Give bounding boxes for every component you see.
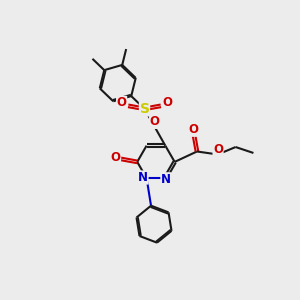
Text: O: O [213,142,223,156]
Text: O: O [162,96,172,110]
Text: O: O [188,123,198,136]
Text: O: O [150,116,160,128]
Text: S: S [140,102,149,116]
Text: N: N [138,171,148,184]
Text: O: O [110,151,121,164]
Text: O: O [117,96,127,110]
Text: N: N [161,173,171,186]
